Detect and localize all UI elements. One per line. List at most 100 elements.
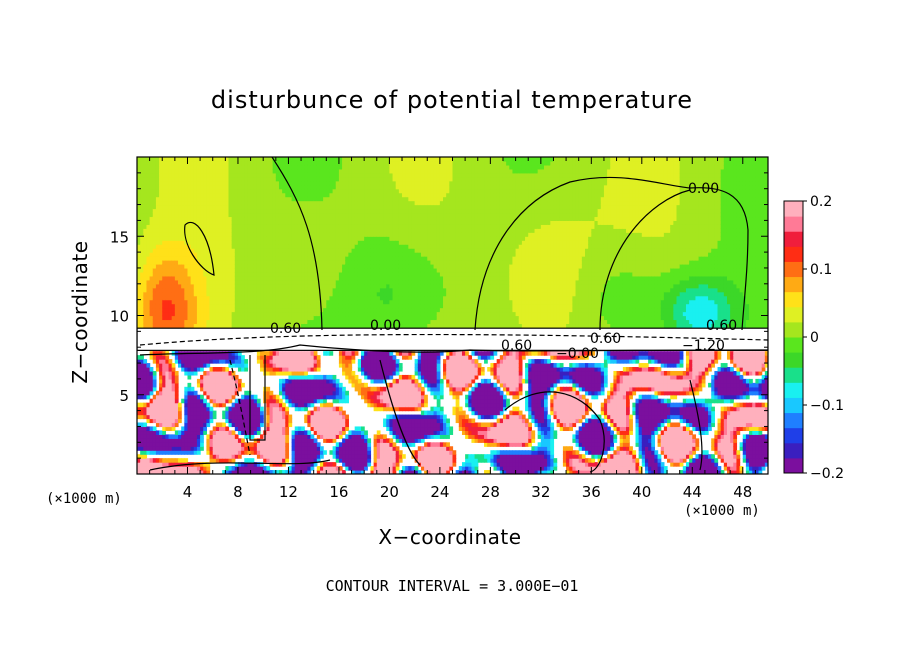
field-cell [143, 367, 148, 372]
field-cell [288, 363, 293, 368]
field-cell [152, 402, 157, 408]
field-cell [275, 410, 280, 416]
field-cell [263, 176, 267, 182]
field-cell [209, 263, 214, 269]
field-cell [244, 295, 249, 301]
field-cell [250, 212, 255, 218]
field-cell [282, 184, 286, 190]
field-cell [193, 291, 198, 297]
field-cell [244, 291, 249, 297]
field-cell [222, 402, 226, 408]
field-cell [203, 382, 207, 388]
field-cell [219, 386, 223, 392]
field-cell [291, 430, 296, 435]
field-cell [181, 398, 185, 404]
field-cell [291, 446, 296, 451]
field-cell [159, 311, 163, 317]
field-cell [288, 422, 293, 428]
field-cell [247, 168, 252, 174]
field-cell [178, 168, 182, 174]
field-cell [357, 378, 362, 384]
field-cell [345, 418, 349, 424]
field-cell [168, 406, 173, 412]
field-cell [285, 224, 290, 229]
field-cell [225, 414, 230, 420]
field-cell [181, 323, 185, 328]
field-cell [196, 267, 201, 273]
field-cell [228, 172, 233, 178]
field-cell [247, 430, 252, 435]
field-cell [282, 422, 286, 428]
field-cell [234, 418, 239, 424]
field-cell [171, 208, 176, 214]
field-cell [193, 315, 198, 321]
field-cell [241, 192, 245, 198]
field-cell [234, 378, 239, 384]
field-cell [228, 204, 233, 210]
field-cell [272, 462, 277, 467]
field-cell [278, 355, 283, 360]
field-cell [146, 232, 151, 237]
field-cell [174, 370, 179, 376]
field-cell [244, 434, 249, 439]
field-cell [278, 184, 283, 190]
field-cell [140, 370, 144, 376]
field-cell [140, 240, 144, 245]
field-cell [155, 283, 160, 289]
field-cell [178, 267, 182, 273]
field-cell [155, 446, 160, 451]
field-cell [165, 172, 170, 178]
field-cell [241, 303, 245, 309]
field-cell [137, 180, 141, 186]
field-cell [187, 319, 192, 325]
field-cell [275, 184, 280, 190]
field-cell [174, 410, 179, 416]
field-cell [269, 363, 274, 368]
field-cell [155, 450, 160, 455]
field-cell [282, 275, 286, 281]
field-cell [140, 363, 144, 368]
field-cell [162, 172, 166, 178]
field-cell [288, 256, 293, 261]
field-cell [174, 164, 179, 170]
field-cell [206, 390, 211, 396]
field-cell [155, 275, 160, 281]
field-cell [285, 291, 290, 297]
field-cell [250, 267, 255, 273]
field-cell [181, 184, 185, 190]
field-cell [269, 438, 274, 443]
field-cell [263, 160, 267, 166]
field-cell [275, 355, 280, 360]
field-cell [193, 319, 198, 325]
field-cell [234, 291, 239, 297]
field-cell [212, 232, 217, 237]
field-cell [184, 458, 189, 463]
field-cell [225, 438, 230, 443]
field-cell [275, 394, 280, 400]
field-cell [146, 208, 151, 214]
field-cell [278, 279, 283, 285]
field-cell [228, 394, 233, 400]
field-cell [278, 208, 283, 214]
field-cell [200, 315, 204, 321]
field-cell [241, 422, 245, 428]
field-cell [282, 188, 286, 194]
field-cell [184, 438, 189, 443]
field-cell [253, 228, 258, 233]
field-cell [206, 176, 211, 182]
field-cell [171, 406, 176, 412]
field-cell [234, 299, 239, 305]
field-cell [288, 307, 293, 313]
field-cell [178, 164, 182, 170]
field-cell [222, 232, 226, 237]
field-cell [206, 406, 211, 412]
field-cell [196, 307, 201, 313]
field-cell [181, 295, 185, 301]
field-cell [190, 434, 195, 439]
field-cell [282, 454, 286, 459]
field-cell [288, 351, 293, 356]
field-cell [187, 450, 192, 455]
field-cell [247, 212, 252, 218]
field-cell [146, 367, 151, 372]
field-cell [187, 367, 192, 372]
